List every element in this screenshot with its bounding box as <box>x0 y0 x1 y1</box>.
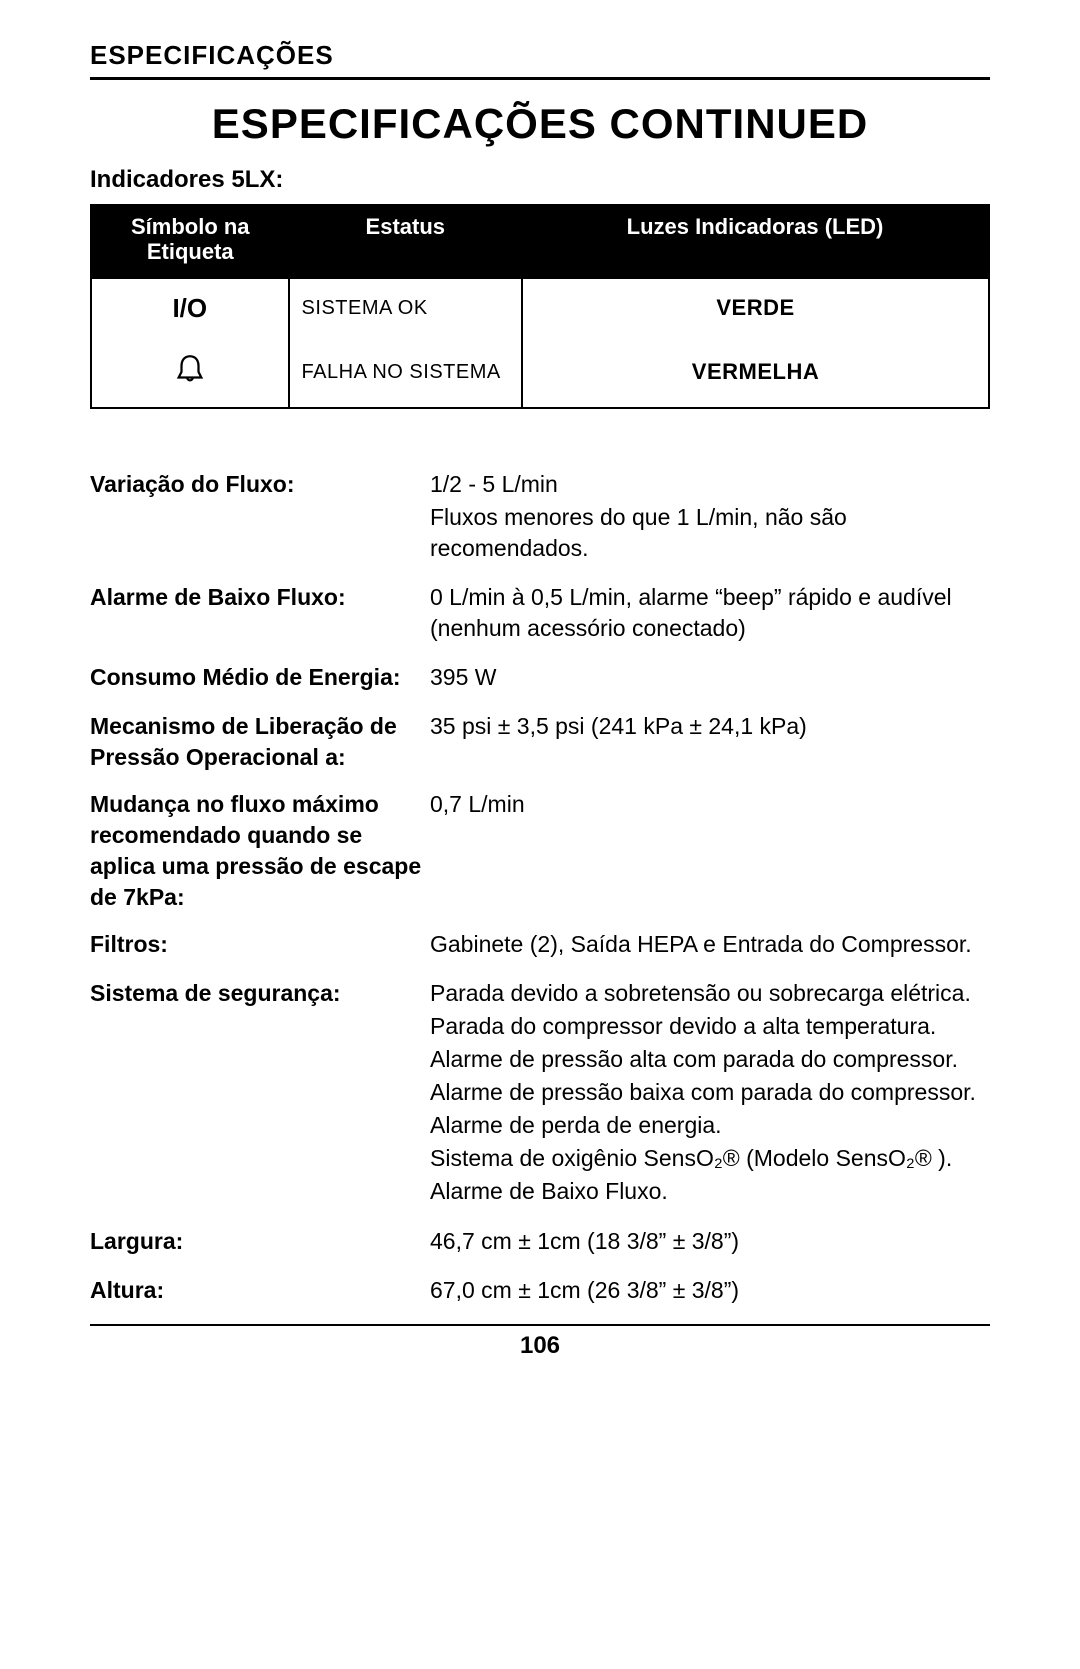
spec-value-line: Parada do compressor devido a alta tempe… <box>430 1011 990 1042</box>
spec-value: 35 psi ± 3,5 psi (241 kPa ± 24,1 kPa) <box>430 711 990 744</box>
spec-label: Largura: <box>90 1226 430 1257</box>
spec-row: Mudança no fluxo máximo recomendado quan… <box>90 789 990 913</box>
indicators-col-symbol: Símbolo na Etiqueta <box>91 205 289 279</box>
spec-value-line: Fluxos menores do que 1 L/min, não são r… <box>430 502 990 564</box>
spec-value: 0 L/min à 0,5 L/min, alarme “beep” rápid… <box>430 582 990 646</box>
indicators-col-led: Luzes Indicadoras (LED) <box>522 205 989 279</box>
spec-value-line: 1/2 - 5 L/min <box>430 469 990 500</box>
spec-row: Alarme de Baixo Fluxo:0 L/min à 0,5 L/mi… <box>90 582 990 646</box>
spec-row: Variação do Fluxo:1/2 - 5 L/minFluxos me… <box>90 469 990 566</box>
spec-label: Consumo Médio de Energia: <box>90 662 430 693</box>
spec-value-line: 35 psi ± 3,5 psi (241 kPa ± 24,1 kPa) <box>430 711 990 742</box>
spec-value: 395 W <box>430 662 990 695</box>
spec-value-line: 0,7 L/min <box>430 789 990 820</box>
spec-label: Sistema de segurança: <box>90 978 430 1009</box>
spec-label: Filtros: <box>90 929 430 960</box>
spec-value-line: 46,7 cm ± 1cm (18 3/8” ± 3/8”) <box>430 1226 990 1257</box>
bell-icon <box>173 362 207 392</box>
spec-value-line: 67,0 cm ± 1cm (26 3/8” ± 3/8”) <box>430 1275 990 1306</box>
spec-list: Variação do Fluxo:1/2 - 5 L/minFluxos me… <box>90 469 990 1308</box>
spec-row: Sistema de segurança:Parada devido a sob… <box>90 978 990 1209</box>
spec-row: Altura:67,0 cm ± 1cm (26 3/8” ± 3/8”) <box>90 1275 990 1308</box>
spec-label: Mecanismo de Liberação de Pressão Operac… <box>90 711 430 773</box>
page-title: Especificações Continued <box>90 100 990 148</box>
spec-row: Largura:46,7 cm ± 1cm (18 3/8” ± 3/8”) <box>90 1226 990 1259</box>
spec-value: 0,7 L/min <box>430 789 990 822</box>
spec-value-line: Alarme de pressão baixa com parada do co… <box>430 1077 990 1108</box>
indicators-subhead: Indicadores 5LX: <box>90 166 990 194</box>
indicator-symbol-io: I/O <box>91 279 289 338</box>
indicators-row: Falha no Sistema VERMELHA <box>91 338 989 408</box>
indicators-header-row: Símbolo na Etiqueta Estatus Luzes Indica… <box>91 205 989 279</box>
indicator-led-green: VERDE <box>522 279 989 338</box>
spec-label: Alarme de Baixo Fluxo: <box>90 582 430 613</box>
spec-value-line: Gabinete (2), Saída HEPA e Entrada do Co… <box>430 929 990 960</box>
spec-row: Mecanismo de Liberação de Pressão Operac… <box>90 711 990 773</box>
spec-value: 1/2 - 5 L/minFluxos menores do que 1 L/m… <box>430 469 990 566</box>
spec-row: Filtros:Gabinete (2), Saída HEPA e Entra… <box>90 929 990 962</box>
indicator-symbol-bell <box>91 338 289 408</box>
indicators-table: Símbolo na Etiqueta Estatus Luzes Indica… <box>90 204 990 409</box>
indicator-status-ok: Sistema OK <box>289 279 522 338</box>
spec-value-line: Alarme de pressão alta com parada do com… <box>430 1044 990 1075</box>
running-head: ESPECIFICAÇÕES <box>90 40 990 80</box>
spec-label: Mudança no fluxo máximo recomendado quan… <box>90 789 430 913</box>
spec-value: 67,0 cm ± 1cm (26 3/8” ± 3/8”) <box>430 1275 990 1308</box>
spec-value: Gabinete (2), Saída HEPA e Entrada do Co… <box>430 929 990 962</box>
spec-value: 46,7 cm ± 1cm (18 3/8” ± 3/8”) <box>430 1226 990 1259</box>
spec-value-line: 395 W <box>430 662 990 693</box>
spec-label: Variação do Fluxo: <box>90 469 430 500</box>
bottom-rule <box>90 1324 990 1326</box>
indicator-status-fault: Falha no Sistema <box>289 338 522 408</box>
spec-value: Parada devido a sobretensão ou sobrecarg… <box>430 978 990 1209</box>
page-number: 106 <box>90 1332 990 1360</box>
page: ESPECIFICAÇÕES Especificações Continued … <box>0 0 1080 1669</box>
indicators-col-status: Estatus <box>289 205 522 279</box>
spec-value-line: Alarme de perda de energia. <box>430 1110 990 1141</box>
spec-value-line: Alarme de Baixo Fluxo. <box>430 1176 990 1207</box>
indicators-row: I/O Sistema OK VERDE <box>91 279 989 338</box>
spec-label: Altura: <box>90 1275 430 1306</box>
spec-value-line: Parada devido a sobretensão ou sobrecarg… <box>430 978 990 1009</box>
indicator-led-red: VERMELHA <box>522 338 989 408</box>
spec-value-line: Sistema de oxigênio SensO₂® (Modelo Sens… <box>430 1143 990 1174</box>
spec-row: Consumo Médio de Energia:395 W <box>90 662 990 695</box>
spec-value-line: 0 L/min à 0,5 L/min, alarme “beep” rápid… <box>430 582 990 644</box>
